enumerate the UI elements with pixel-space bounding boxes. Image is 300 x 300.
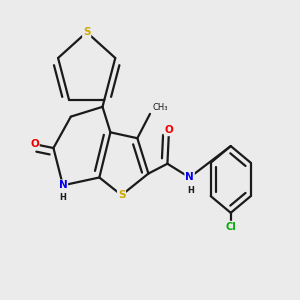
Text: O: O bbox=[30, 139, 39, 149]
Text: S: S bbox=[83, 27, 90, 37]
Text: CH₃: CH₃ bbox=[152, 103, 168, 112]
Text: N: N bbox=[185, 172, 194, 182]
Text: H: H bbox=[188, 185, 195, 194]
Text: Cl: Cl bbox=[225, 222, 236, 232]
Text: O: O bbox=[165, 125, 173, 135]
Text: N: N bbox=[58, 180, 67, 190]
Text: S: S bbox=[118, 190, 125, 200]
Text: H: H bbox=[59, 194, 66, 202]
